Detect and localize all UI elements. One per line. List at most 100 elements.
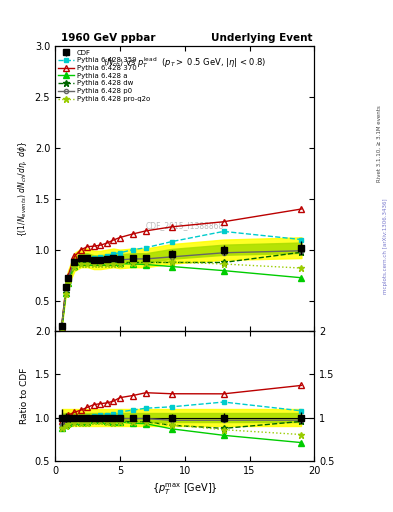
Pythia 6.428 pro-q2o [143,260,148,266]
Pythia 6.428 pro-q2o [72,264,77,270]
Y-axis label: Ratio to CDF: Ratio to CDF [20,368,29,424]
Pythia 6.428 a [118,261,122,267]
Pythia 6.428 p0 [72,259,77,265]
Pythia 6.428 359 [221,228,226,234]
Pythia 6.428 pro-q2o [111,261,116,267]
Pythia 6.428 359 [64,287,68,293]
Pythia 6.428 dw [64,290,68,296]
Pythia 6.428 359 [130,247,135,253]
Pythia 6.428 370 [299,206,304,212]
Line: Pythia 6.428 a: Pythia 6.428 a [59,260,304,332]
Pythia 6.428 a [64,290,68,296]
Pythia 6.428 p0 [130,256,135,262]
Pythia 6.428 dw [169,260,174,266]
Pythia 6.428 a [130,261,135,267]
Pythia 6.428 a [79,260,83,266]
Pythia 6.428 dw [299,249,304,255]
Pythia 6.428 359 [98,254,103,261]
Pythia 6.428 pro-q2o [169,259,174,265]
Pythia 6.428 a [111,260,116,266]
Text: Rivet 3.1.10, ≥ 3.1M events: Rivet 3.1.10, ≥ 3.1M events [377,105,382,182]
Text: CDF_2015_I1388868: CDF_2015_I1388868 [145,221,224,230]
Pythia 6.428 p0 [92,257,96,263]
Pythia 6.428 359 [111,251,116,257]
Pythia 6.428 370 [64,284,68,290]
Pythia 6.428 359 [118,250,122,256]
Pythia 6.428 359 [143,245,148,251]
Pythia 6.428 359 [66,277,70,283]
Line: Pythia 6.428 pro-q2o: Pythia 6.428 pro-q2o [58,259,305,333]
Pythia 6.428 pro-q2o [221,261,226,267]
Pythia 6.428 370 [85,244,90,250]
Pythia 6.428 359 [105,253,109,260]
Pythia 6.428 a [92,260,96,266]
Pythia 6.428 dw [105,260,109,266]
Pythia 6.428 a [98,260,103,266]
Pythia 6.428 a [221,268,226,274]
Pythia 6.428 dw [118,260,122,266]
Pythia 6.428 p0 [98,257,103,263]
Pythia 6.428 359 [59,325,64,331]
Pythia 6.428 370 [98,242,103,248]
Line: Pythia 6.428 p0: Pythia 6.428 p0 [59,249,303,330]
Pythia 6.428 359 [72,260,77,266]
Pythia 6.428 dw [143,260,148,266]
Pythia 6.428 370 [118,234,122,241]
Pythia 6.428 pro-q2o [64,290,68,296]
Pythia 6.428 p0 [66,275,70,281]
Pythia 6.428 a [72,263,77,269]
Pythia 6.428 p0 [85,256,90,262]
Line: Pythia 6.428 dw: Pythia 6.428 dw [58,249,305,333]
Pythia 6.428 a [85,260,90,266]
Pythia 6.428 370 [72,253,77,260]
Pythia 6.428 p0 [169,254,174,260]
Line: Pythia 6.428 370: Pythia 6.428 370 [59,206,304,330]
Pythia 6.428 dw [221,260,226,266]
Pythia 6.428 p0 [143,256,148,262]
Pythia 6.428 dw [66,280,70,286]
Pythia 6.428 pro-q2o [59,326,64,332]
Pythia 6.428 370 [169,224,174,230]
Pythia 6.428 p0 [299,248,304,254]
Pythia 6.428 dw [79,260,83,266]
Pythia 6.428 p0 [221,250,226,256]
Pythia 6.428 p0 [105,257,109,263]
Pythia 6.428 pro-q2o [105,261,109,267]
X-axis label: $\{p_T^{\rm max}$ [GeV]$\}$: $\{p_T^{\rm max}$ [GeV]$\}$ [152,481,218,497]
Pythia 6.428 dw [130,260,135,266]
Pythia 6.428 pro-q2o [85,261,90,267]
Pythia 6.428 dw [98,260,103,266]
Text: Underlying Event: Underlying Event [211,33,312,44]
Text: $\langle N_{ch}\rangle$ vs $p_T^{\rm lead}$  ($p_T >$ 0.5 GeV, $|\eta|$ < 0.8): $\langle N_{ch}\rangle$ vs $p_T^{\rm lea… [103,55,266,70]
Pythia 6.428 370 [130,231,135,237]
Pythia 6.428 a [105,260,109,266]
Text: mcplots.cern.ch [arXiv:1306.3436]: mcplots.cern.ch [arXiv:1306.3436] [383,198,387,293]
Pythia 6.428 pro-q2o [92,261,96,267]
Pythia 6.428 370 [221,219,226,225]
Pythia 6.428 pro-q2o [299,265,304,271]
Pythia 6.428 a [66,280,70,286]
Pythia 6.428 pro-q2o [98,261,103,267]
Pythia 6.428 p0 [118,257,122,263]
Pythia 6.428 p0 [59,325,64,331]
Pythia 6.428 370 [111,237,116,243]
Legend: CDF, Pythia 6.428 359, Pythia 6.428 370, Pythia 6.428 a, Pythia 6.428 dw, Pythia: CDF, Pythia 6.428 359, Pythia 6.428 370,… [57,48,151,103]
Pythia 6.428 359 [299,237,304,243]
Pythia 6.428 dw [92,260,96,266]
Pythia 6.428 a [143,262,148,268]
Pythia 6.428 p0 [64,286,68,292]
Pythia 6.428 pro-q2o [66,280,70,286]
Pythia 6.428 dw [111,260,116,266]
Pythia 6.428 p0 [111,257,116,263]
Pythia 6.428 a [59,326,64,332]
Line: Pythia 6.428 359: Pythia 6.428 359 [59,229,303,330]
Pythia 6.428 370 [105,240,109,246]
Pythia 6.428 a [169,264,174,270]
Pythia 6.428 370 [143,228,148,234]
Pythia 6.428 359 [92,255,96,262]
Pythia 6.428 a [299,274,304,281]
Pythia 6.428 359 [85,254,90,261]
Pythia 6.428 pro-q2o [118,261,122,267]
Pythia 6.428 370 [92,243,96,249]
Pythia 6.428 370 [59,324,64,330]
